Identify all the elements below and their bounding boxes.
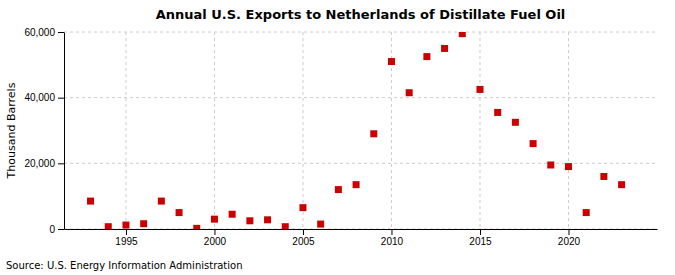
y-axis-label: Thousand Barrels: [5, 82, 18, 179]
x-tick-label: 2000: [204, 236, 227, 247]
point: [388, 58, 395, 65]
x-tick: 2010: [381, 229, 404, 247]
y-tick-mark: [58, 32, 64, 33]
point: [476, 86, 483, 93]
x-tick: 2015: [469, 229, 492, 247]
point: [530, 140, 537, 147]
point: [459, 32, 466, 37]
x-tick-mark: [126, 229, 127, 235]
x-axis: 1995 2000 2005 2010 2015 2020: [65, 229, 658, 247]
x-tick: 2000: [204, 229, 227, 247]
x-grid-line: [568, 32, 569, 229]
x-grid-line: [125, 32, 126, 229]
point: [353, 181, 360, 188]
point: [229, 211, 236, 218]
y-tick: 20,000: [24, 158, 64, 169]
point: [246, 217, 253, 224]
points: [87, 32, 625, 229]
x-grid-line: [302, 32, 303, 229]
y-tick: 60,000: [24, 27, 64, 38]
x-tick-mark: [303, 229, 304, 235]
y-grid-line: [64, 229, 657, 230]
point: [600, 173, 607, 180]
x-tick: 1995: [115, 229, 138, 247]
point: [158, 198, 165, 205]
y-tick: 40,000: [24, 92, 64, 103]
x-tick-mark: [214, 229, 215, 235]
point: [87, 198, 94, 205]
y-tick-label: 60,000: [24, 27, 55, 38]
point: [423, 53, 430, 60]
x-tick: 2020: [558, 229, 581, 247]
point: [193, 225, 200, 229]
point: [512, 119, 519, 126]
point: [317, 221, 324, 228]
point: [105, 223, 112, 229]
x-tick-label: 2020: [558, 236, 581, 247]
point: [618, 181, 625, 188]
x-tick-mark: [480, 229, 481, 235]
title: Annual U.S. Exports to Netherlands of Di…: [156, 7, 566, 22]
point: [370, 130, 377, 137]
x-tick-label: 2015: [469, 236, 492, 247]
point: [335, 186, 342, 193]
plot: 1995 2000 2005 2010 2015 2020 0 20,000 40,000 60,…: [24, 27, 657, 247]
y-tick-label: 0: [49, 224, 55, 235]
point: [211, 216, 218, 223]
source-note: Source: U.S. Energy Information Administ…: [6, 260, 243, 271]
x-grid-line: [214, 32, 215, 229]
y-tick: 0: [49, 224, 64, 235]
y-tick-label: 40,000: [24, 92, 55, 103]
y-tick-label: 20,000: [24, 158, 55, 169]
point: [406, 89, 413, 96]
chart: 1995 2000 2005 2010 2015 2020 0 20,000 40,000 60,…: [0, 0, 675, 275]
y-axis: 0 20,000 40,000 60,000: [24, 27, 64, 235]
x-grid-line: [479, 32, 480, 229]
y-tick-mark: [58, 98, 64, 99]
x-tick: 2005: [292, 229, 315, 247]
x-tick-label: 2010: [381, 236, 404, 247]
point: [441, 45, 448, 52]
point: [122, 222, 129, 229]
y-axis-line: [64, 33, 65, 230]
point: [565, 163, 572, 170]
grid: [64, 32, 657, 229]
point: [176, 209, 183, 216]
y-tick-mark: [58, 163, 64, 164]
point: [494, 109, 501, 116]
x-tick-label: 1995: [115, 236, 138, 247]
x-tick-label: 2005: [292, 236, 315, 247]
y-tick-mark: [58, 229, 64, 230]
point: [282, 223, 289, 229]
point: [264, 216, 271, 223]
point: [140, 220, 147, 227]
point: [547, 161, 554, 168]
point: [583, 209, 590, 216]
point: [299, 204, 306, 211]
x-tick-mark: [568, 229, 569, 235]
x-tick-mark: [391, 229, 392, 235]
